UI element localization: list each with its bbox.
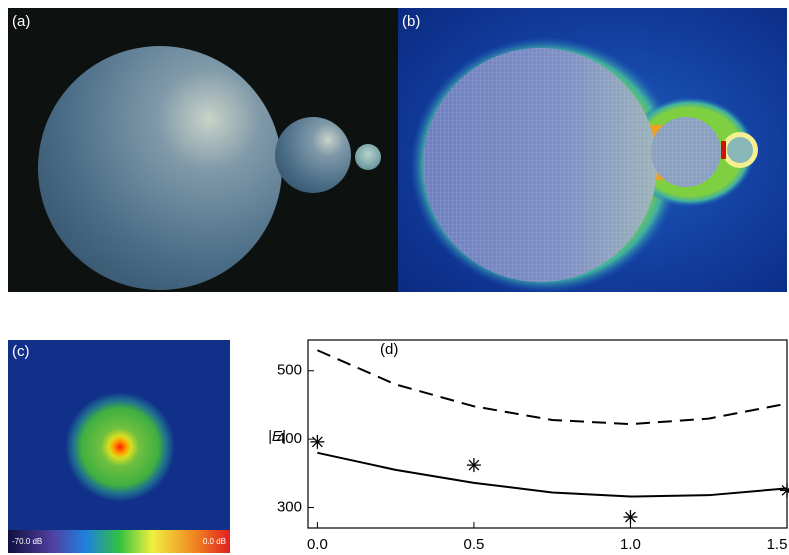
sphere <box>38 46 282 290</box>
y-tick-label: 300 <box>277 498 302 515</box>
mesh <box>423 48 657 282</box>
y-tick-label: 400 <box>277 430 302 447</box>
mesh <box>651 117 721 187</box>
plot-frame <box>308 340 787 528</box>
panel-label: (d) <box>380 341 398 358</box>
chart: (d) |E| <box>268 340 787 528</box>
line-series <box>317 453 787 497</box>
asterisk-marker <box>623 510 637 524</box>
colorbar-label: -70.0 dB <box>12 537 42 546</box>
sphere <box>275 117 351 193</box>
field-spot <box>65 392 175 502</box>
asterisk-marker <box>467 458 481 472</box>
line-series <box>317 350 787 424</box>
asterisk-marker <box>780 483 789 497</box>
figure: (a) (b) -70.0 dB 0.0 dB (c) (d) |E| 300 4… <box>0 0 789 555</box>
x-tick-label: 1.5 <box>767 536 788 553</box>
panel-label: (c) <box>12 343 30 360</box>
hotspot <box>721 141 726 159</box>
panel-label: (a) <box>12 13 30 30</box>
panel-label: (b) <box>402 13 420 30</box>
x-tick-label: 0.0 <box>307 536 328 553</box>
colorbar-label: 0.0 dB <box>203 537 226 546</box>
sphere <box>355 144 381 170</box>
y-tick-label: 500 <box>277 362 302 379</box>
x-tick-label: 0.5 <box>463 536 484 553</box>
x-tick-label: 1.0 <box>620 536 641 553</box>
asterisk-marker <box>310 435 324 449</box>
sphere <box>727 137 753 163</box>
page: (a) (b) -70.0 dB 0.0 dB (c) (d) |E| 300 4… <box>0 0 789 555</box>
